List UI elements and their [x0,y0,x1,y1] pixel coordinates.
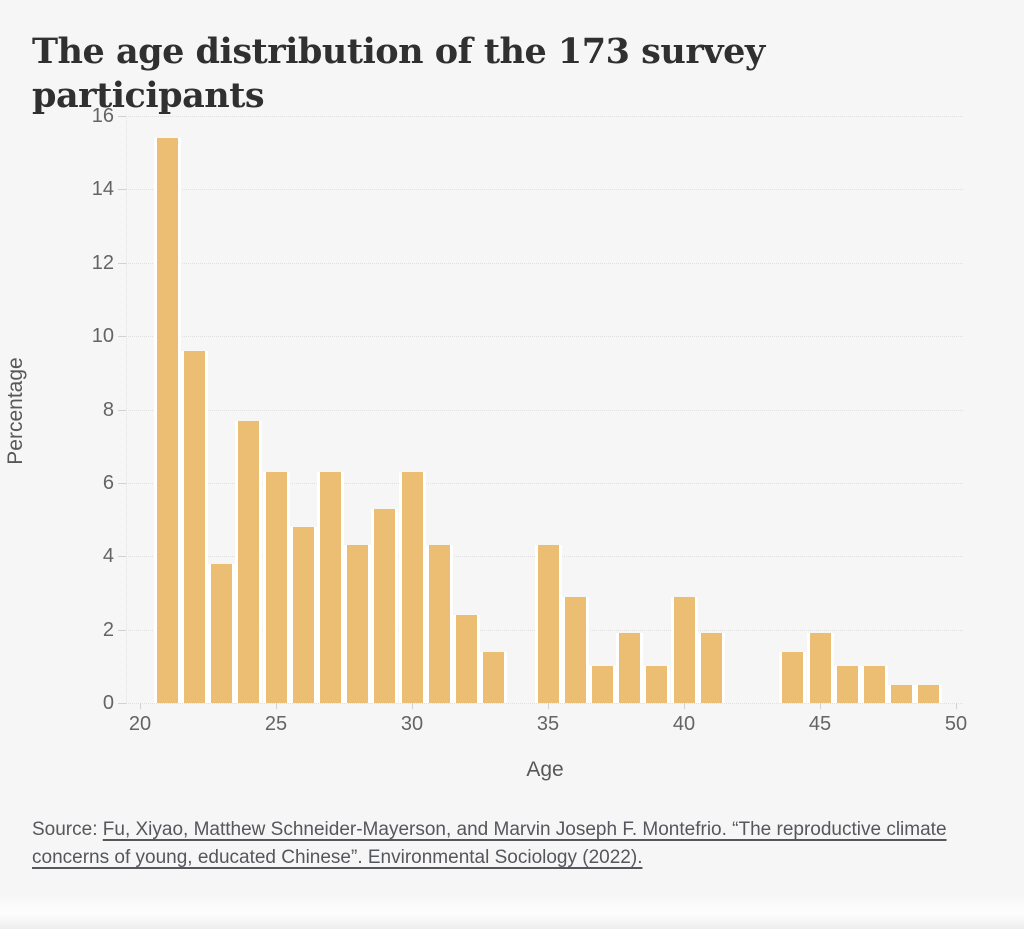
source-note: Source: Fu, Xiyao, Matthew Schneider-May… [32,816,952,872]
y-tick-label-2: 2 [102,618,114,641]
bar-age-32[interactable] [452,614,480,703]
x-tick-label-20: 20 [128,713,152,735]
y-tick-mark-4 [118,556,126,558]
bar-age-36[interactable] [561,596,589,703]
bar-age-21[interactable] [153,138,181,703]
y-tick-mark-10 [118,336,126,338]
y-tick-label-0: 0 [102,692,114,714]
bar-age-27[interactable] [316,471,344,703]
gridline-y-12 [126,262,963,264]
plot-area [126,116,963,704]
gridline-y-6 [126,482,963,484]
gridline-y-0 [126,703,963,704]
bar-age-45[interactable] [806,633,834,703]
x-tick-mark-50 [956,703,957,709]
x-tick-label-40: 40 [672,713,696,735]
y-tick-label-10: 10 [91,325,114,348]
x-tick-label-50: 50 [944,713,968,735]
bar-age-40[interactable] [670,596,698,703]
source-citation-link[interactable]: Fu, Xiyao, Matthew Schneider-Mayerson, a… [32,819,947,868]
bar-age-49[interactable] [915,684,943,703]
x-tick-label-45: 45 [808,713,832,735]
bar-age-33[interactable] [480,651,508,703]
bar-age-47[interactable] [860,666,888,703]
bar-age-22[interactable] [180,350,208,703]
x-tick-mark-20 [140,703,141,709]
x-tick-mark-25 [276,703,277,709]
gridline-y-10 [126,336,963,338]
y-tick-mark-12 [118,262,126,264]
bar-age-38[interactable] [616,633,644,703]
x-tick-mark-45 [820,703,821,709]
bar-age-28[interactable] [344,545,372,703]
bar-age-48[interactable] [888,684,916,703]
y-tick-mark-0 [118,703,126,704]
bar-age-25[interactable] [262,471,290,703]
y-tick-label-8: 8 [102,398,114,421]
x-tick-mark-30 [412,703,413,709]
y-tick-label-16: 16 [91,105,114,127]
x-tick-mark-35 [548,703,549,709]
bar-age-41[interactable] [697,633,725,703]
bar-age-29[interactable] [371,508,399,703]
bar-age-30[interactable] [398,471,426,703]
gridline-y-14 [126,189,963,191]
y-tick-mark-6 [118,482,126,484]
x-tick-label-30: 30 [400,713,424,735]
y-tick-mark-14 [118,189,126,191]
source-prefix: Source: [32,819,103,840]
x-tick-label-35: 35 [536,713,560,735]
y-tick-label-4: 4 [102,545,114,568]
chart-title: The age distribution of the 173 survey p… [32,31,765,116]
bar-age-39[interactable] [643,666,671,703]
gridline-y-8 [126,409,963,411]
bar-age-31[interactable] [425,545,453,703]
x-tick-mark-40 [684,703,685,709]
gridline-y-16 [126,116,963,117]
bar-age-44[interactable] [779,651,807,703]
bar-age-35[interactable] [534,545,562,703]
y-tick-label-14: 14 [91,178,114,201]
y-tick-mark-2 [118,629,126,631]
y-tick-label-6: 6 [102,471,114,494]
bar-age-24[interactable] [235,420,263,703]
bar-age-26[interactable] [289,526,317,703]
bar-age-37[interactable] [588,666,616,703]
bar-age-23[interactable] [208,563,236,703]
y-tick-label-12: 12 [91,251,114,274]
y-tick-mark-16 [118,116,126,117]
bar-age-46[interactable] [833,666,861,703]
x-tick-label-25: 25 [264,713,288,735]
y-tick-mark-8 [118,409,126,411]
bottom-gradient-strip [0,895,1024,929]
x-axis-title: Age [526,758,564,781]
